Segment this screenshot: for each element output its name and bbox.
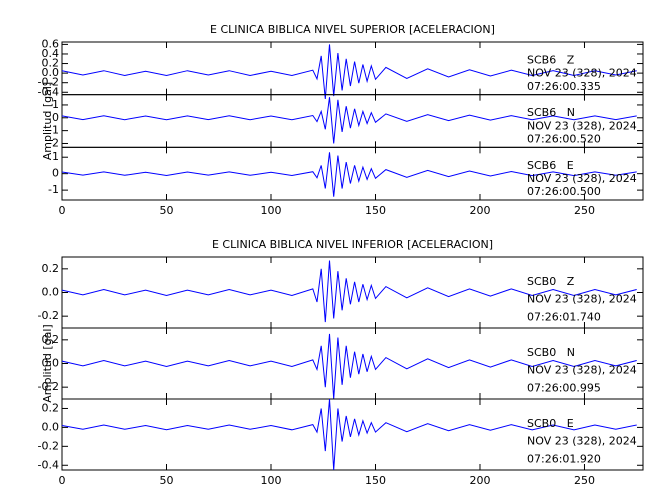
trace-date: NOV 23 (328), 2024	[527, 67, 637, 80]
y-tick-label: 0.2	[42, 57, 60, 70]
trace-name: SCB0 Z	[527, 275, 575, 288]
y-tick-label: 0.2	[42, 262, 60, 275]
trace-date: NOV 23 (328), 2024	[527, 172, 637, 185]
trace-name: SCB6 N	[527, 106, 575, 119]
y-tick-label: 0.0	[42, 286, 60, 299]
y-tick-label: 0.6	[42, 37, 60, 50]
trace-name: SCB0 N	[527, 346, 575, 359]
y-tick-label: 1	[52, 98, 59, 111]
trace-time: 07:26:01.920	[527, 452, 601, 465]
waveform	[61, 44, 637, 100]
y-tick-label: 0.0	[42, 66, 60, 79]
trace-time: 07:26:00.995	[527, 381, 601, 394]
trace-time: 07:26:00.500	[527, 185, 601, 198]
x-tick-label: 100	[260, 204, 281, 217]
y-tick-label: 0	[52, 167, 59, 180]
trace-time: 07:26:01.740	[527, 310, 601, 323]
y-tick-label: -1	[48, 183, 59, 196]
trace-frame	[61, 398, 644, 471]
y-tick-label: 0.4	[42, 47, 60, 60]
y-tick-label: -0.2	[38, 309, 59, 322]
trace-date: NOV 23 (328), 2024	[527, 119, 637, 132]
x-tick-label: 250	[574, 474, 595, 487]
x-tick-label: 150	[365, 474, 386, 487]
panel-title: E CLINICA BIBLICA NIVEL SUPERIOR [ACELER…	[210, 23, 495, 36]
y-tick-label: -0.2	[38, 439, 59, 452]
x-tick-label: 0	[59, 204, 66, 217]
trace-date: NOV 23 (328), 2024	[527, 435, 637, 448]
waveform	[61, 97, 637, 144]
y-tick-label: 0	[52, 111, 59, 124]
y-tick-label: 0.2	[42, 401, 60, 414]
x-tick-label: 100	[260, 474, 281, 487]
y-tick-label: 0.2	[42, 333, 60, 346]
x-tick-label: 50	[159, 474, 173, 487]
y-tick-label: 1	[52, 150, 59, 163]
x-tick-label: 0	[59, 474, 66, 487]
trace-time: 07:26:00.520	[527, 132, 601, 145]
trace-date: NOV 23 (328), 2024	[527, 364, 637, 377]
trace-name: SCB0 E	[527, 417, 574, 430]
y-axis-label: Amplitud [gal]	[41, 324, 54, 402]
x-tick-label: 150	[365, 204, 386, 217]
panel-title: E CLINICA BIBLICA NIVEL INFERIOR [ACELER…	[212, 238, 493, 251]
waveform	[61, 260, 637, 323]
y-axis-label: Amplitud [gal]	[41, 82, 54, 160]
waveform	[61, 333, 637, 400]
trace-time: 07:26:00.335	[527, 80, 601, 93]
y-tick-label: -0.2	[38, 380, 59, 393]
y-tick-label: -0.4	[38, 85, 59, 98]
trace-name: SCB6 Z	[527, 53, 575, 66]
y-tick-label: -0.4	[38, 458, 59, 471]
y-tick-label: -1	[48, 124, 59, 137]
waveform	[61, 152, 637, 197]
y-tick-label: -0.2	[38, 76, 59, 89]
waveform	[61, 398, 637, 471]
x-tick-label: 200	[469, 204, 490, 217]
trace-date: NOV 23 (328), 2024	[527, 293, 637, 306]
y-tick-label: 0.0	[42, 357, 60, 370]
x-tick-label: 200	[469, 474, 490, 487]
trace-name: SCB6 E	[527, 159, 574, 172]
y-tick-label: 0.0	[42, 420, 60, 433]
y-tick-label: -2	[48, 136, 59, 149]
x-tick-label: 250	[574, 204, 595, 217]
x-tick-label: 50	[159, 204, 173, 217]
